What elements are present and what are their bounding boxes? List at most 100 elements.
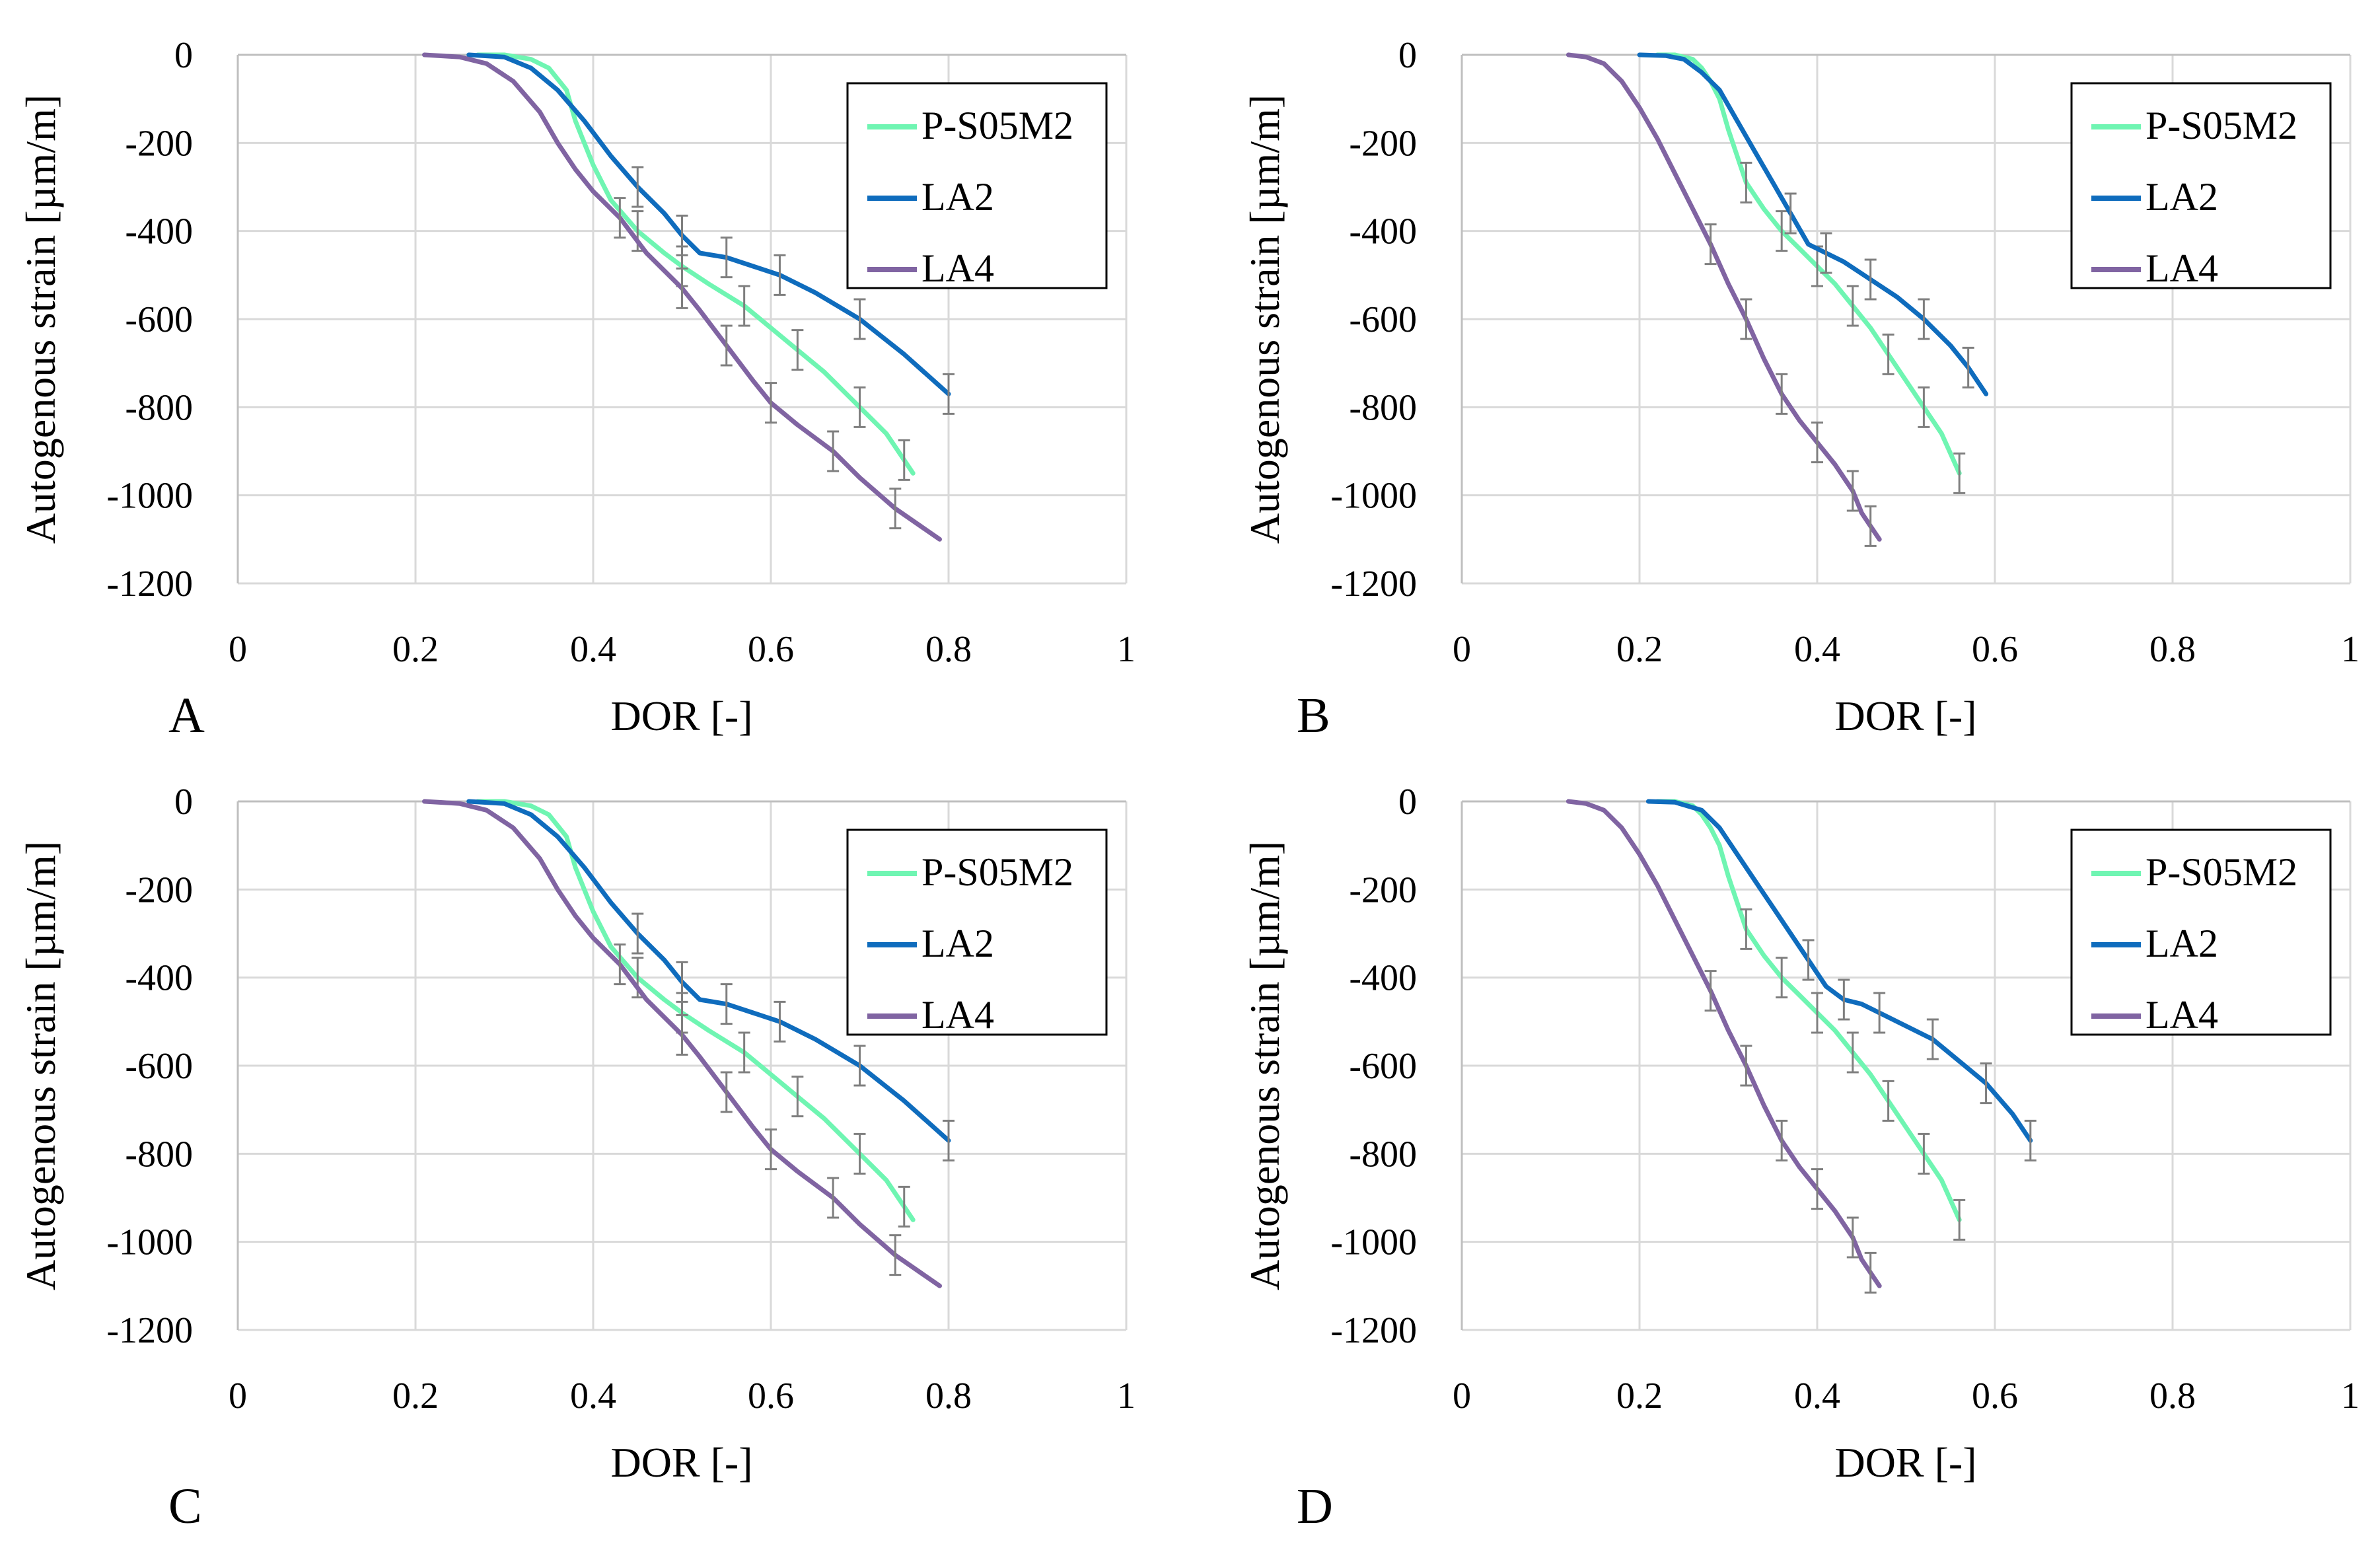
error-bar [898,1185,910,1228]
error-bar [720,324,733,367]
error-bar [943,373,955,415]
series-line-LA4 [422,52,942,542]
error-bar [853,1045,866,1087]
x-tick-label: 0.8 [925,629,972,670]
x-tick-label: 0.4 [1794,1376,1840,1417]
x-tick-label: 0.4 [1794,629,1840,670]
x-tick-label: 0.6 [1972,1376,2018,1417]
error-bar [614,197,626,239]
error-bar [738,1031,750,1074]
legend-label-P-S05M2: P-S05M2 [921,104,1073,147]
error-bar [774,254,786,296]
error-bar [631,166,644,208]
series-line-LA4 [1566,52,1882,542]
series-line-LA4 [1566,799,1882,1288]
error-bar [1864,258,1877,301]
series-line-P-S05M2 [1655,799,1962,1222]
error-bar [1864,1251,1877,1294]
legend-box [2070,828,2332,1036]
error-bar [614,943,626,986]
series-line-P-S05M2 [475,52,916,476]
y-tick-label: -1200 [1330,1310,1417,1351]
error-bar [1776,373,1788,415]
error-bar [943,1119,955,1161]
error-bar [631,912,644,955]
y-tick-label: 0 [174,782,193,823]
error-bar [898,439,910,481]
error-bar [1776,210,1788,252]
error-bar [1926,1018,1939,1060]
series-line-LA4 [422,799,942,1288]
y-tick-label: -200 [1349,869,1417,910]
error-bar [1846,1216,1859,1259]
legend-box [2070,82,2332,289]
error-bar [1811,422,1823,464]
error-bar [1962,346,1974,388]
error-bar [1740,908,1752,950]
x-tick-label: 0 [229,629,247,670]
x-tick-label: 0.2 [1616,1376,1663,1417]
y-tick-label: -1000 [1330,476,1417,517]
error-bar [1838,978,1850,1021]
y-tick-label: -600 [1349,299,1417,340]
error-bar [827,430,840,472]
legend-label-LA4: LA4 [2146,246,2218,290]
y-tick-label: -400 [125,958,193,999]
error-bar [853,386,866,428]
panel-letter: D [1297,1479,1333,1534]
legend-label-P-S05M2: P-S05M2 [2146,850,2297,894]
series-line-LA2 [1637,52,1989,396]
x-tick-label: 0.2 [392,629,439,670]
legend-box [846,82,1108,289]
error-bar [1811,992,1823,1034]
x-tick-label: 0.2 [1616,629,1663,670]
y-tick-label: -400 [1349,958,1417,999]
error-bar [1953,452,1966,494]
error-bar [853,1132,866,1175]
y-tick-label: -400 [125,211,193,252]
y-tick-label: -1200 [1330,564,1417,605]
error-bar [889,488,902,530]
x-tick-label: 0.4 [570,629,616,670]
chart-panel-A: 0 -200 -400 -600 -800 -1000 -1200 0 0.2 0.4 0.6 0.8… [17,35,1136,743]
y-axis-label: Autogenous strain [µm/m] [1241,841,1288,1290]
error-bar [1704,223,1717,266]
y-tick-label: -400 [1349,211,1417,252]
y-tick-label: -800 [125,1134,193,1175]
error-bar [853,298,866,340]
error-bar [1918,386,1930,428]
error-bar [676,961,688,1003]
y-tick-label: -1200 [106,564,193,605]
panel-letter: A [168,688,205,743]
x-tick-label: 0.6 [1972,629,2018,670]
y-tick-label: -800 [125,387,193,428]
error-bar [827,1177,840,1219]
error-bar [765,382,777,424]
y-tick-label: -600 [125,1046,193,1087]
legend-label-P-S05M2: P-S05M2 [921,850,1073,894]
error-bar [1873,992,1886,1034]
x-tick-label: 0 [1453,629,1471,670]
error-bar [1846,285,1859,327]
x-tick-label: 0.8 [925,1376,972,1417]
error-bar [1846,1031,1859,1074]
y-tick-label: -200 [1349,123,1417,164]
y-axis-label: Autogenous strain [µm/m] [17,841,64,1290]
error-bar [720,983,733,1025]
error-bar [1846,470,1859,512]
error-bar [738,285,750,327]
x-tick-label: 0.6 [748,629,794,670]
x-axis-label: DOR [-] [610,692,752,739]
legend-label-LA2: LA2 [921,175,994,219]
error-bar [676,267,688,309]
y-tick-label: -800 [1349,1134,1417,1175]
error-bar [1980,1062,1992,1105]
error-bar [1864,505,1877,547]
chart-panel-D: 0 -200 -400 -600 -800 -1000 -1200 0 0.2 0.4 0.6 0.8… [1241,782,2360,1534]
error-bar [1811,1168,1823,1210]
error-bar [791,329,804,371]
x-tick-label: 0.8 [2149,629,2196,670]
legend-label-P-S05M2: P-S05M2 [2146,104,2297,147]
error-bar [676,214,688,256]
